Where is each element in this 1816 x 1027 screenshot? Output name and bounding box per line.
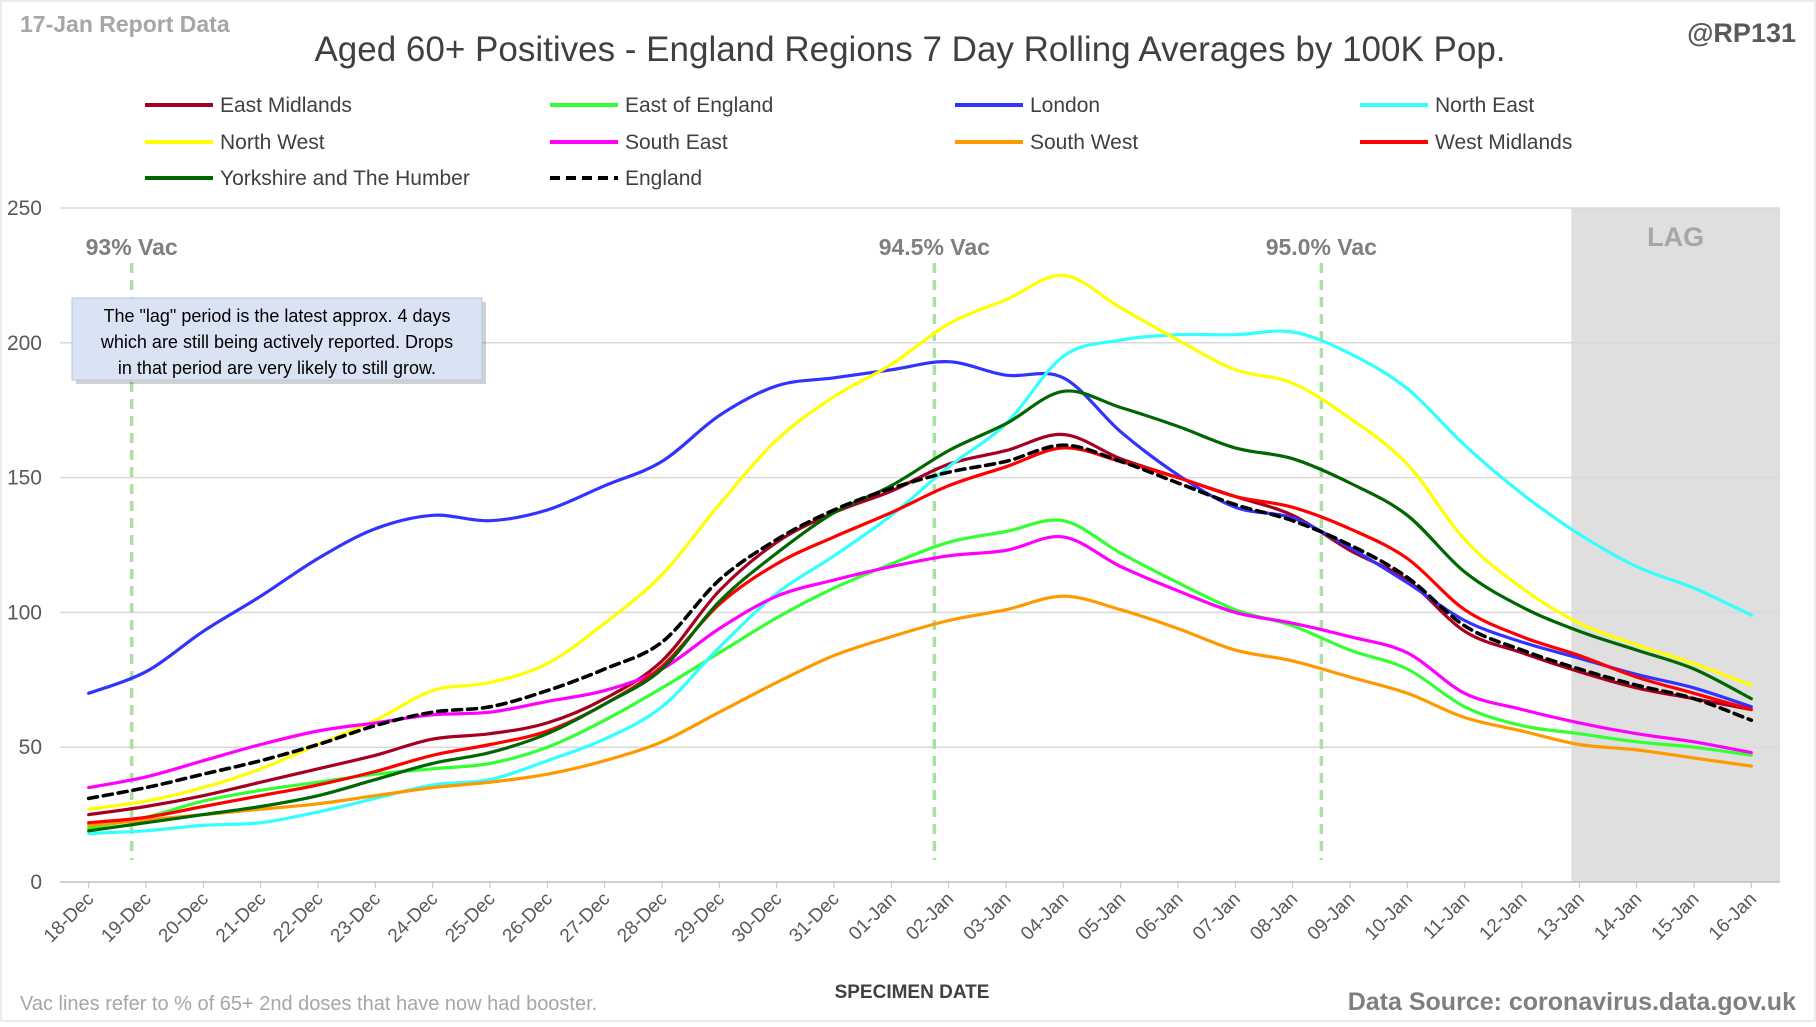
legend-label-south-east: South East bbox=[625, 131, 728, 154]
series-line-england bbox=[86, 443, 1754, 801]
lag-note-line-2: which are still being actively reported.… bbox=[100, 332, 453, 352]
chart-title: Aged 60+ Positives - England Regions 7 D… bbox=[314, 30, 1505, 69]
lag-note-line-1: The "lag" period is the latest approx. 4… bbox=[104, 306, 451, 326]
vac-marker-label: 93% Vac bbox=[86, 234, 178, 260]
series-line-north-east bbox=[87, 329, 1753, 836]
series-line-south-west bbox=[87, 594, 1753, 827]
legend-label-south-west: South West bbox=[1030, 131, 1138, 154]
legend-label-north-west: North West bbox=[220, 131, 325, 154]
y-tick-label-150: 150 bbox=[7, 467, 42, 490]
author-handle: @RP131 bbox=[1687, 18, 1796, 48]
lag-label: LAG bbox=[1647, 222, 1704, 252]
data-source: Data Source: coronavirus.data.gov.uk bbox=[1348, 988, 1796, 1016]
vac-marker-label: 95.0% Vac bbox=[1266, 234, 1377, 260]
report-date-label: 17-Jan Report Data bbox=[20, 11, 230, 37]
legend: East Midlands East of England London North … bbox=[145, 94, 1572, 190]
series-line-yorkshire-and-the-humber bbox=[87, 389, 1753, 833]
y-tick-label-0: 0 bbox=[30, 871, 42, 894]
series-line-north-west bbox=[87, 273, 1753, 811]
legend-label-london: London bbox=[1030, 94, 1100, 117]
lag-region: LAG bbox=[1571, 208, 1780, 882]
footer-note: Vac lines refer to % of 65+ 2nd doses th… bbox=[20, 993, 597, 1015]
series-line-east-of-england bbox=[87, 518, 1753, 830]
y-tick-label-100: 100 bbox=[7, 601, 42, 624]
y-tick-label-50: 50 bbox=[19, 736, 42, 759]
y-tick-label-250: 250 bbox=[7, 197, 42, 220]
lag-note-line-3: in that period are very likely to still … bbox=[118, 358, 436, 378]
legend-label-east-of-england: East of England bbox=[625, 94, 773, 117]
legend-label-east-midlands: East Midlands bbox=[220, 94, 352, 117]
lag-shaded-area bbox=[1571, 208, 1780, 882]
series-line-south-east bbox=[87, 534, 1753, 790]
legend-label-yorkshire-and-the-humber: Yorkshire and The Humber bbox=[220, 167, 470, 190]
legend-label-england: England bbox=[625, 167, 702, 190]
legend-label-north-east: North East bbox=[1435, 94, 1534, 117]
lag-note-background bbox=[71, 297, 483, 381]
series-lines bbox=[86, 273, 1754, 836]
vac-marker-label: 94.5% Vac bbox=[879, 234, 990, 260]
y-axis: 0 50 100 150 200 250 bbox=[7, 197, 42, 894]
lag-note-box: The "lag" period is the latest approx. 4… bbox=[71, 297, 486, 384]
y-tick-label-200: 200 bbox=[7, 332, 42, 355]
legend-label-west-midlands: West Midlands bbox=[1435, 131, 1572, 154]
series-line-london bbox=[87, 360, 1753, 709]
vaccination-markers: 93% Vac 94.5% Vac 95.0% Vac bbox=[86, 234, 1377, 860]
x-axis-title: SPECIMEN DATE bbox=[835, 982, 990, 1003]
series-line-west-midlands bbox=[87, 446, 1753, 825]
